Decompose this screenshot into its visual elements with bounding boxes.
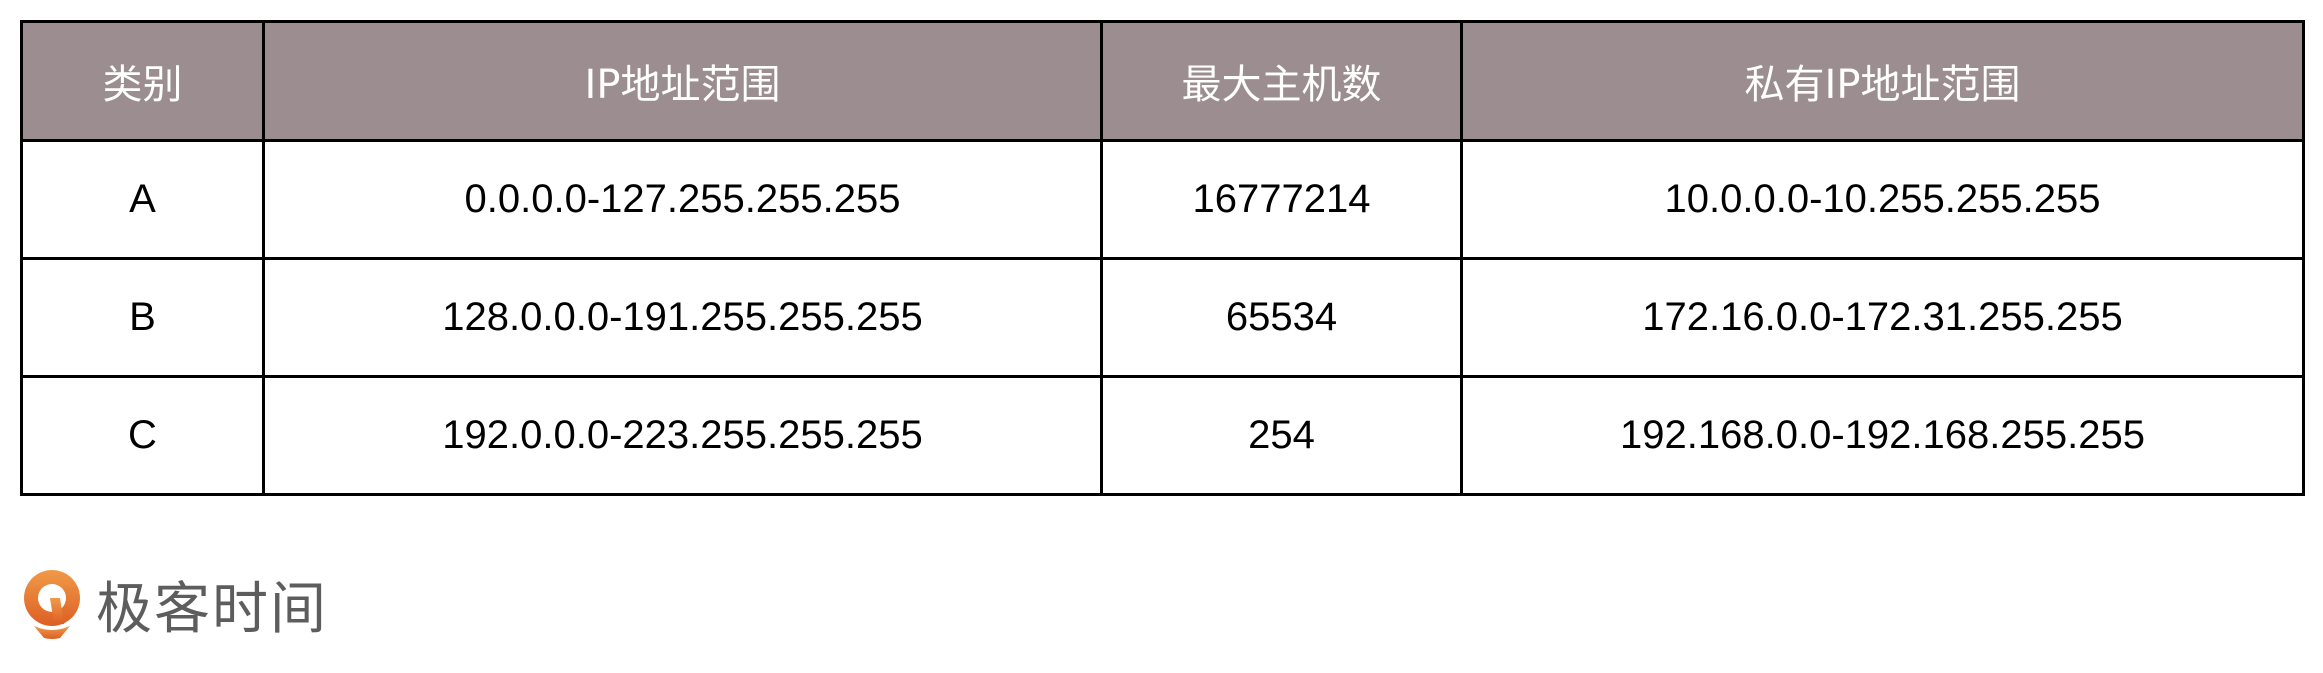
logo-text: 极客时间 [96,576,328,642]
cell-private-range: 172.16.0.0-172.31.255.255 [1460,257,2305,378]
header-row: 类别 IP地址范围 最大主机数 私有IP地址范围 [20,20,2305,142]
ip-class-table: 类别 IP地址范围 最大主机数 私有IP地址范围 A 0.0.0.0-127.2… [20,20,2305,496]
cell-class: A [20,139,265,260]
header-class: 类别 [20,20,265,142]
cell-max-hosts: 65534 [1100,257,1463,378]
cell-max-hosts: 254 [1100,375,1463,496]
cell-class: C [20,375,265,496]
cell-private-range: 10.0.0.0-10.255.255.255 [1460,139,2305,260]
header-private-range: 私有IP地址范围 [1460,20,2305,142]
cell-private-range: 192.168.0.0-192.168.255.255 [1460,375,2305,496]
geektime-logo: 极客时间 [20,568,328,642]
header-ip-range: IP地址范围 [262,20,1103,142]
cell-class: B [20,257,265,378]
geektime-logo-icon [24,570,80,639]
table-row: B 128.0.0.0-191.255.255.255 65534 172.16… [20,257,2305,378]
table-row: C 192.0.0.0-223.255.255.255 254 192.168.… [20,375,2305,496]
header-max-hosts: 最大主机数 [1100,20,1463,142]
cell-ip-range: 0.0.0.0-127.255.255.255 [262,139,1103,260]
cell-ip-range: 128.0.0.0-191.255.255.255 [262,257,1103,378]
cell-ip-range: 192.0.0.0-223.255.255.255 [262,375,1103,496]
table-row: A 0.0.0.0-127.255.255.255 16777214 10.0.… [20,139,2305,260]
cell-max-hosts: 16777214 [1100,139,1463,260]
